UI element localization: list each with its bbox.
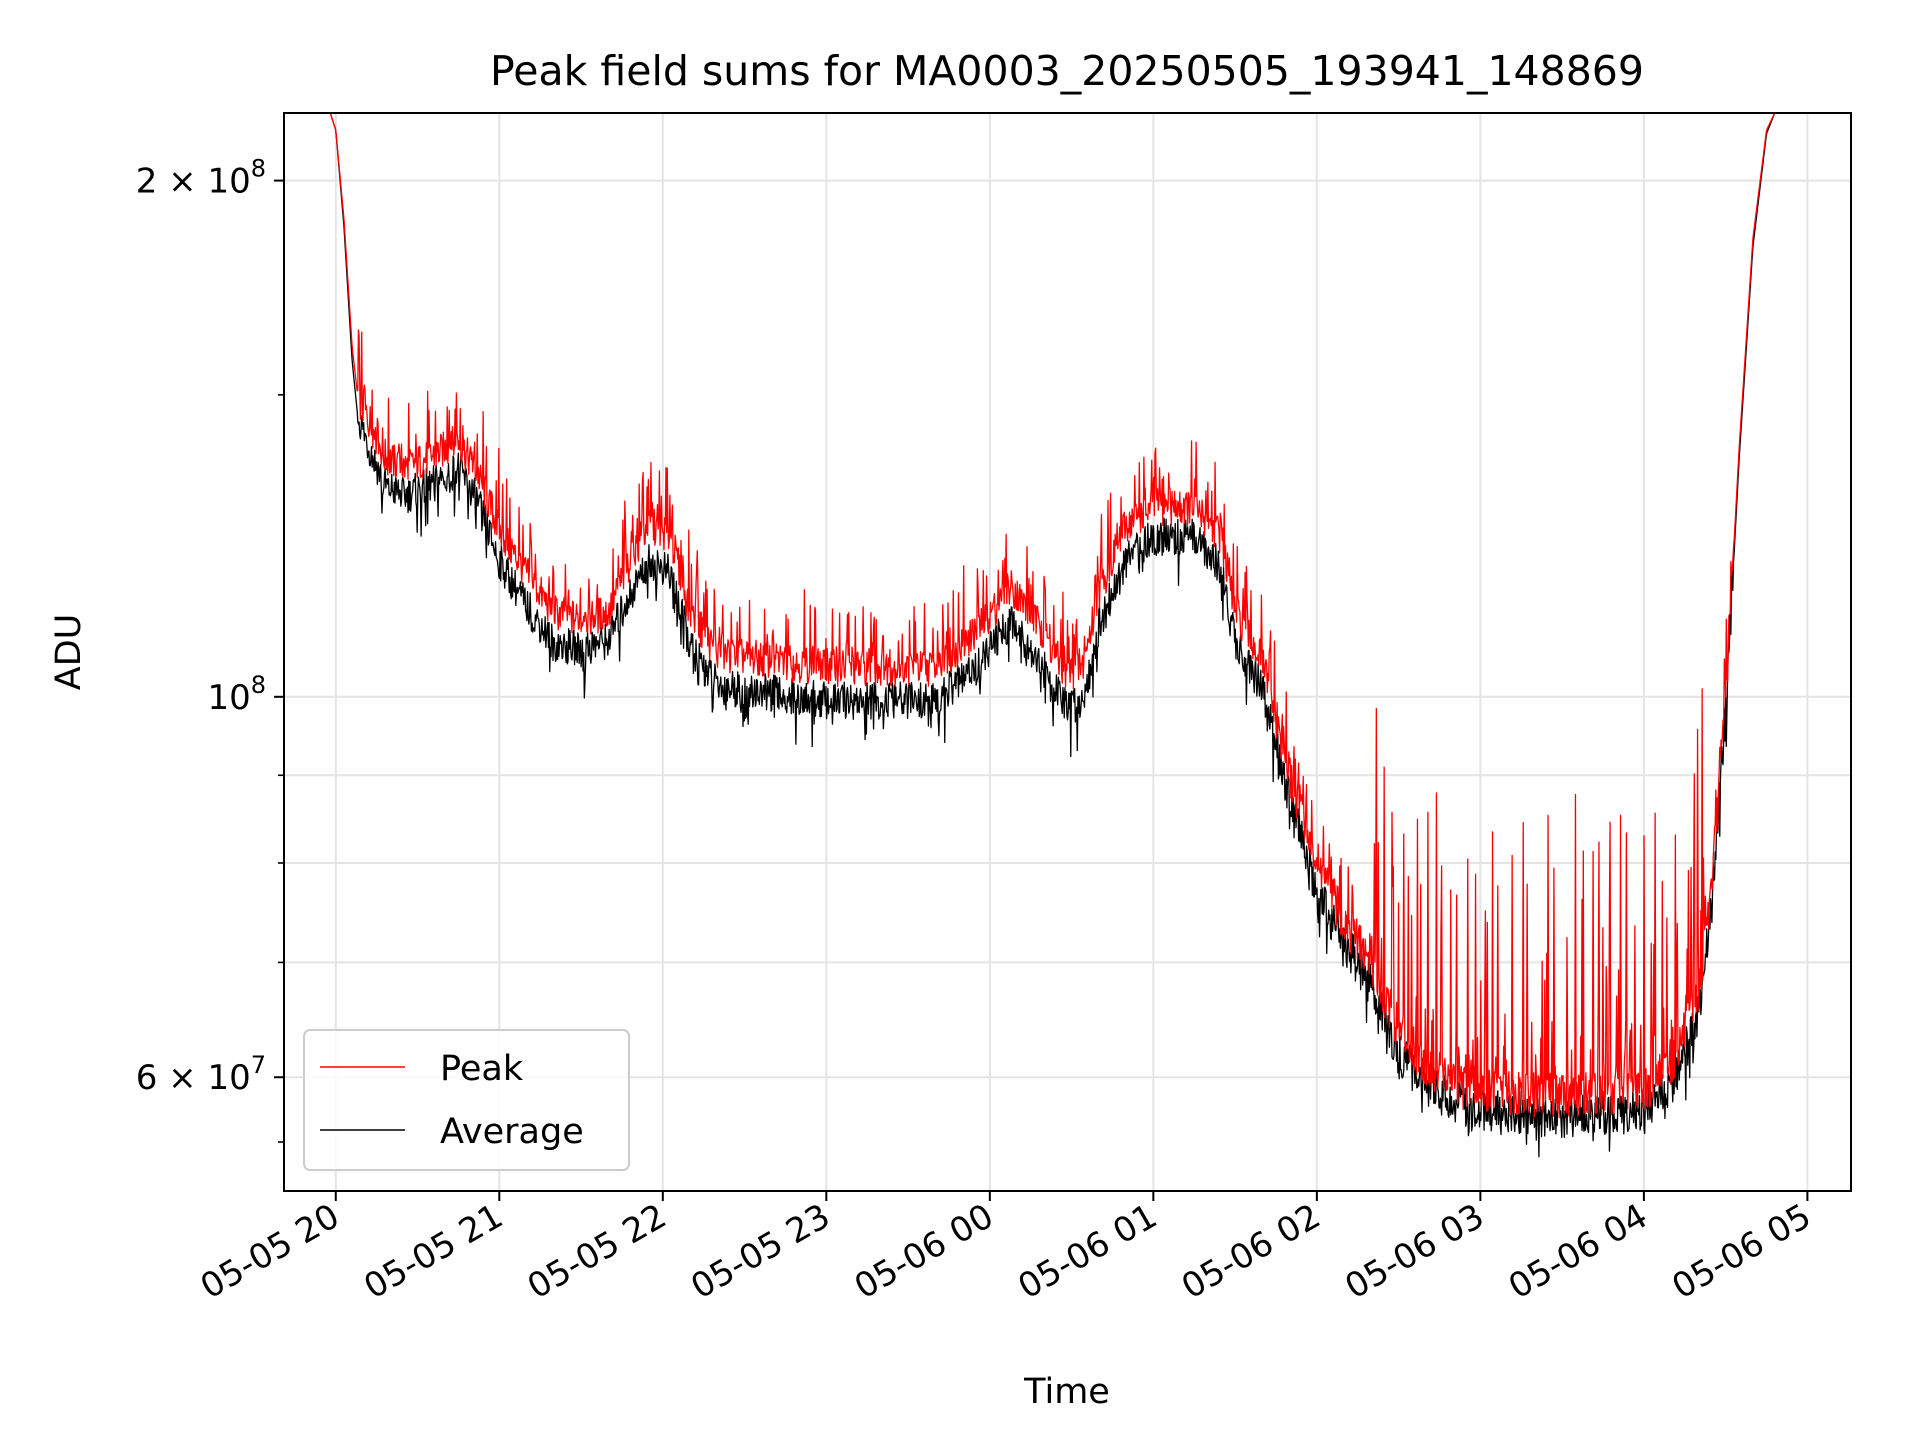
series-line-peak (284, 112, 1851, 1119)
legend-label-average: Average (440, 1112, 584, 1152)
y-tick-label: 2 × 108 (136, 155, 266, 202)
x-axis-label: Time (1023, 1372, 1110, 1412)
plot-frame (283, 112, 1852, 1192)
legend-label-peak: Peak (440, 1049, 524, 1089)
y-tick-label: 6 × 107 (136, 1051, 266, 1098)
y-axis: 6 × 107 108 2 × 108 (136, 155, 284, 1143)
y-tick-label: 108 (207, 671, 266, 718)
y-axis-label: ADU (49, 614, 89, 691)
series-layer (284, 112, 1851, 1158)
legend-box (303, 1029, 630, 1171)
legend: Peak Average (303, 1029, 630, 1171)
chart-title: Peak field sums for MA0003_20250505_1939… (490, 47, 1644, 95)
